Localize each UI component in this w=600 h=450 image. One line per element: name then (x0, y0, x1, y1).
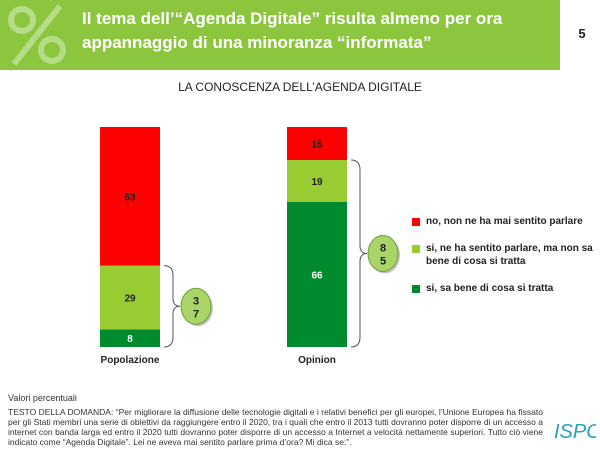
bar-segment (287, 201, 347, 347)
bar-segment (287, 127, 347, 160)
ispo-logo: ISPO (554, 421, 596, 443)
svg-text:ISPO: ISPO (554, 421, 596, 443)
bar-segment (100, 127, 160, 266)
data-label: 19 (311, 177, 323, 188)
total-brace (163, 265, 181, 348)
page-number: 5 (578, 26, 586, 41)
legend-label: si, ne ha sentito parlare, ma non sa ben… (426, 243, 593, 267)
data-label: 15 (311, 140, 323, 151)
total-badge-digit: 3 (193, 295, 199, 307)
legend-label: no, non ne ha mai sentito parlare (426, 216, 583, 227)
legend-swatch-light-green (412, 245, 420, 253)
category-label: Popolazione (101, 355, 160, 366)
page-title: Il tema dell’“Agenda Digitale” risulta a… (82, 9, 503, 52)
data-label: 29 (124, 294, 136, 305)
question-text: TESTO DELLA DOMANDA: “Per migliorare la … (8, 407, 543, 447)
data-label: 63 (124, 192, 136, 203)
legend-item-heard: si, ne ha sentito parlare, ma non sa ben… (412, 242, 597, 268)
data-label: 66 (311, 270, 323, 281)
data-label: 8 (127, 334, 133, 345)
chart-title: LA CONOSCENZA DELL’AGENDA DIGITALE (178, 80, 422, 94)
category-label: Opinion (298, 355, 336, 366)
legend-label: si, sa bene di cosa si tratta (426, 283, 554, 294)
total-badge-digit: 7 (193, 308, 199, 320)
total-brace (350, 159, 368, 348)
total-badge (180, 287, 212, 325)
legend-swatch-red (412, 218, 420, 226)
bar-segment (100, 329, 160, 347)
legend-item-knows: si, sa bene di cosa si tratta (412, 282, 597, 295)
legend-swatch-dark-green (412, 285, 420, 293)
legend-item-no: no, non ne ha mai sentito parlare (412, 215, 597, 228)
total-badge-digit: 8 (380, 243, 386, 255)
bar-segment (100, 265, 160, 330)
bar-segment (287, 160, 347, 202)
total-badge (367, 235, 399, 272)
values-note: Valori percentuali (8, 393, 77, 403)
total-badge-digit: 5 (380, 256, 386, 268)
chart-legend: no, non ne ha mai sentito parlare si, ne… (412, 215, 597, 309)
header-banner: Il tema dell’“Agenda Digitale” risulta a… (0, 0, 560, 70)
percent-watermark-icon (8, 4, 66, 66)
